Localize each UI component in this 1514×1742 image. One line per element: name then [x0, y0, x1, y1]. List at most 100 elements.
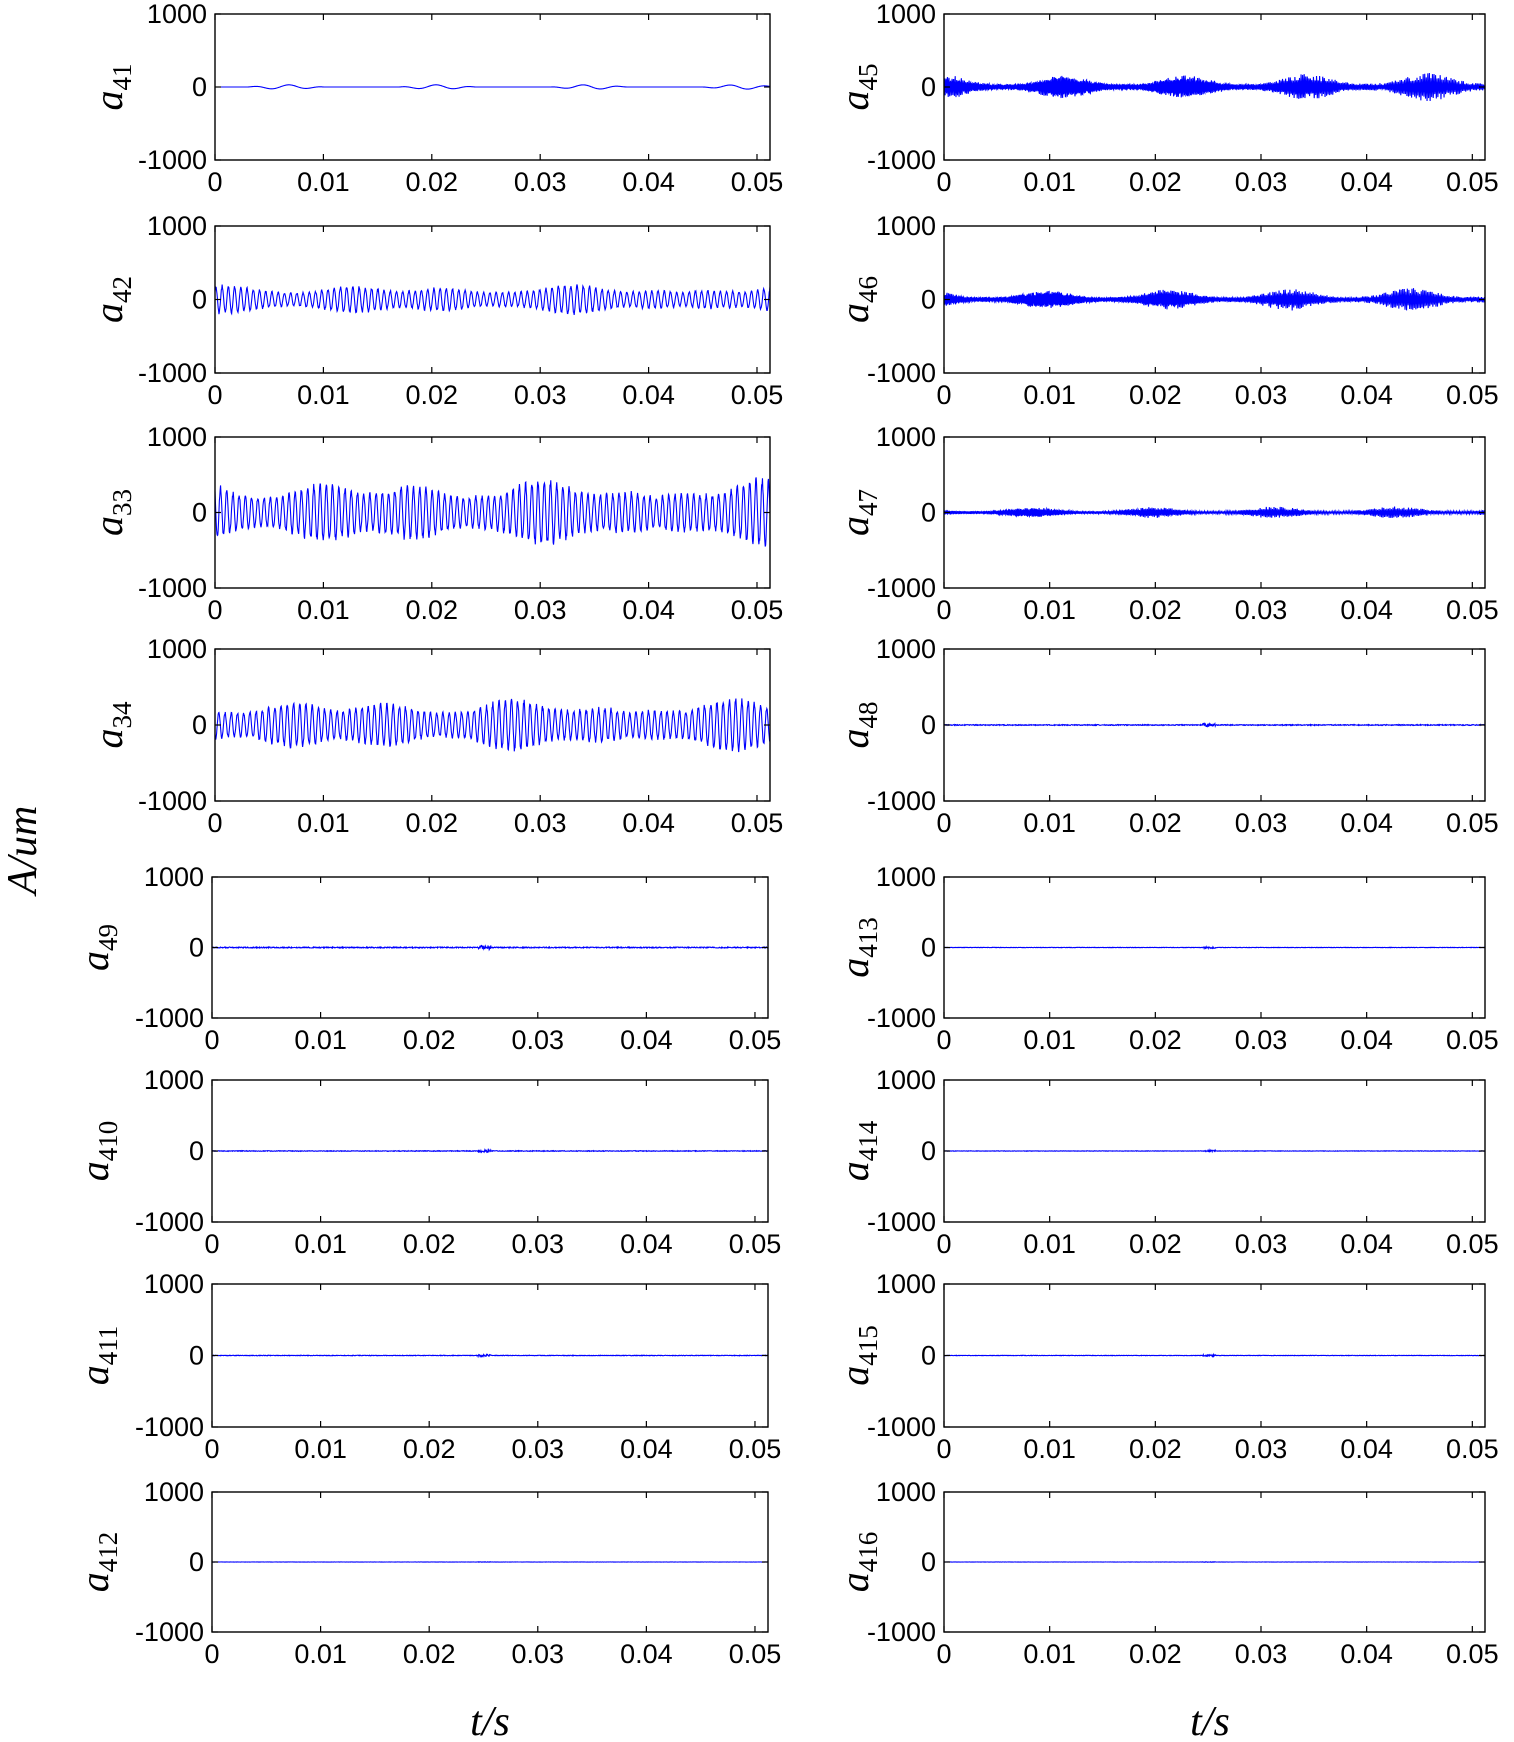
x-tick-label: 0.03	[1235, 808, 1288, 838]
subplot-label-subscript: 414	[853, 1120, 883, 1161]
x-tick-label: 0.05	[1446, 595, 1499, 625]
y-tick-label: 1000	[876, 211, 936, 241]
x-axis-label-left: t/s	[470, 1699, 510, 1742]
x-tick-label: 0.05	[1446, 1229, 1499, 1259]
subplot-label-48: a48	[832, 702, 883, 749]
subplot-label-base: a	[832, 958, 877, 978]
subplot-label-410: a410	[72, 1121, 123, 1182]
x-tick-label: 0	[207, 595, 222, 625]
series-line-46	[943, 288, 1486, 311]
subplot-label-416: a416	[832, 1532, 883, 1593]
x-tick-label: 0.04	[622, 167, 675, 197]
y-tick-label: -1000	[138, 145, 207, 175]
x-tick-label: 0.04	[622, 808, 675, 838]
y-tick-label: -1000	[135, 1617, 204, 1647]
series-line-415	[943, 1352, 1486, 1359]
x-tick-label: 0.01	[1023, 595, 1076, 625]
x-tick-label: 0.05	[731, 595, 784, 625]
y-tick-label: 1000	[147, 422, 207, 452]
y-tick-label: -1000	[867, 1617, 936, 1647]
x-tick-label: 0.02	[406, 595, 459, 625]
subplot-label-42: a42	[86, 276, 137, 323]
subplot-label-base: a	[832, 303, 877, 323]
y-tick-label: 0	[921, 285, 936, 315]
x-tick-label: 0.03	[514, 380, 567, 410]
x-tick-label: 0	[936, 808, 951, 838]
subplot-label-subscript: 41	[107, 64, 137, 91]
x-tick-label: 0.02	[1129, 1639, 1182, 1669]
x-tick-label: 0.04	[620, 1434, 673, 1464]
subplot-label-base: a	[832, 516, 877, 536]
x-tick-label: 0.02	[406, 380, 459, 410]
y-tick-label: 0	[921, 1136, 936, 1166]
x-tick-label: 0.04	[1340, 1434, 1393, 1464]
series-line-410	[211, 1147, 769, 1154]
subplot-label-411: a411	[72, 1326, 123, 1386]
x-tick-label: 0.04	[1340, 1025, 1393, 1055]
y-tick-label: 0	[921, 710, 936, 740]
y-tick-label: -1000	[867, 358, 936, 388]
subplot-label-412: a412	[72, 1532, 123, 1593]
y-tick-label: -1000	[135, 1207, 204, 1237]
subplot-label-subscript: 413	[853, 917, 883, 958]
x-tick-label: 0.04	[622, 595, 675, 625]
y-tick-label: 0	[189, 933, 204, 963]
y-tick-label: -1000	[135, 1003, 204, 1033]
subplot-label-base: a	[832, 1366, 877, 1386]
x-tick-label: 0.02	[1129, 808, 1182, 838]
x-axis-label-right: t/s	[1190, 1699, 1230, 1742]
y-tick-label: 1000	[144, 1065, 204, 1095]
subplot-label-subscript: 412	[93, 1532, 123, 1573]
x-tick-label: 0.03	[1235, 1639, 1288, 1669]
x-tick-label: 0.03	[514, 167, 567, 197]
x-tick-label: 0.01	[1023, 808, 1076, 838]
series-line-49	[211, 944, 769, 952]
subplot-label-base: a	[832, 1572, 877, 1592]
x-tick-label: 0.01	[297, 380, 350, 410]
x-tick-label: 0.04	[1340, 380, 1393, 410]
y-tick-label: 0	[189, 1547, 204, 1577]
y-tick-label: 0	[921, 1341, 936, 1371]
y-tick-label: 0	[921, 933, 936, 963]
series-line-41	[215, 84, 771, 90]
subplot-label-subscript: 416	[853, 1532, 883, 1573]
x-tick-label: 0.03	[514, 808, 567, 838]
x-tick-label: 0	[936, 1434, 951, 1464]
x-tick-label: 0	[204, 1639, 219, 1669]
x-tick-label: 0	[204, 1434, 219, 1464]
subplot-label-34: a34	[86, 701, 137, 749]
x-tick-label: 0.05	[729, 1639, 782, 1669]
x-tick-label: 0.02	[403, 1229, 456, 1259]
x-tick-label: 0	[936, 1025, 951, 1055]
series-line-411	[211, 1353, 769, 1359]
subplot-label-subscript: 411	[93, 1326, 123, 1366]
x-tick-label: 0.05	[731, 167, 784, 197]
series-line-33	[214, 477, 771, 547]
y-tick-label: -1000	[138, 786, 207, 816]
x-tick-label: 0.01	[294, 1639, 347, 1669]
subplot-label-base: a	[72, 951, 117, 971]
y-tick-label: -1000	[135, 1412, 204, 1442]
y-tick-label: 1000	[876, 0, 936, 29]
x-tick-label: 0.04	[1340, 167, 1393, 197]
series-line-42	[214, 284, 771, 316]
x-tick-label: 0	[936, 1639, 951, 1669]
x-tick-label: 0.02	[1129, 380, 1182, 410]
x-tick-label: 0	[207, 380, 222, 410]
y-tick-label: 0	[192, 498, 207, 528]
y-tick-label: 0	[921, 72, 936, 102]
y-tick-label: 1000	[876, 634, 936, 664]
y-tick-label: 0	[192, 72, 207, 102]
x-tick-label: 0.05	[729, 1229, 782, 1259]
x-tick-label: 0.02	[406, 167, 459, 197]
x-tick-label: 0.02	[1129, 1229, 1182, 1259]
